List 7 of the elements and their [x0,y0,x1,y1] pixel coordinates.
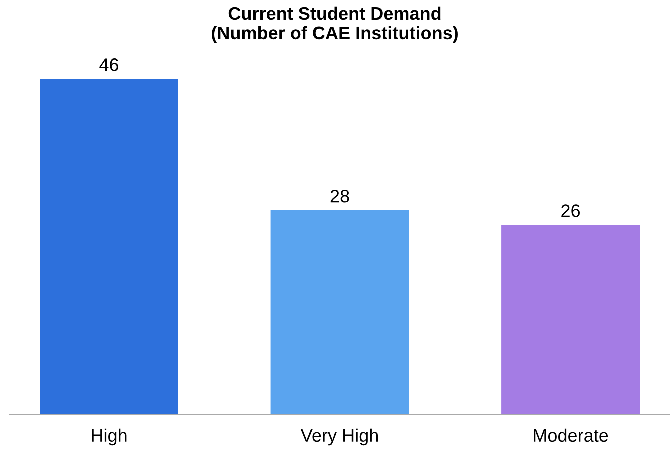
data-label: 26 [562,204,580,218]
data-label: 28 [330,190,350,203]
data-label: 46 [100,58,119,72]
x-tick-label: Moderate [534,428,608,442]
x-tick-label: Very High [300,428,378,446]
chart-title: Current Student Demand (Number of CAE Institutions) [212,6,458,44]
x-tick-label: High [92,428,127,446]
